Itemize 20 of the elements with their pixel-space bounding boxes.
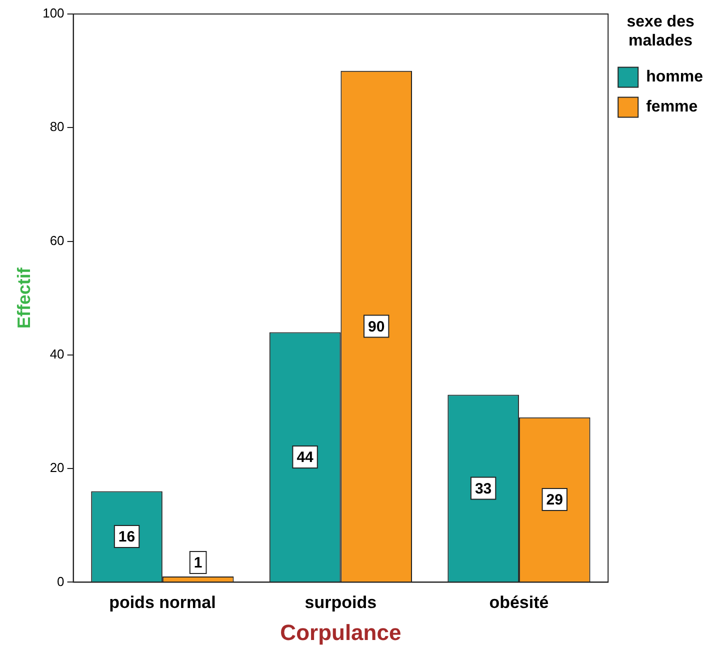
y-tick-label: 100 — [42, 6, 64, 21]
y-tick-label: 20 — [50, 460, 64, 476]
legend-label: homme — [646, 68, 704, 86]
data-label: 29 — [546, 492, 563, 509]
legend-label: femme — [646, 98, 698, 116]
y-tick-label: 80 — [50, 119, 64, 134]
data-label: 1 — [194, 554, 202, 572]
data-label: 33 — [474, 480, 492, 498]
x-tick-label: obésité — [489, 593, 549, 612]
data-label: 44 — [296, 449, 314, 466]
x-axis-title: Corpulance — [280, 620, 402, 645]
y-tick-label: 40 — [50, 346, 64, 362]
legend-title: sexe des malades — [626, 13, 694, 50]
y-tick-label: 60 — [50, 232, 64, 248]
data-label: 90 — [368, 318, 385, 336]
x-tick-label: surpoids — [304, 593, 377, 612]
y-axis-title: Effectif — [14, 266, 34, 329]
x-tick-label: poids normal — [109, 593, 216, 612]
y-tick-label: 0 — [57, 574, 64, 589]
data-label: 16 — [118, 528, 136, 546]
